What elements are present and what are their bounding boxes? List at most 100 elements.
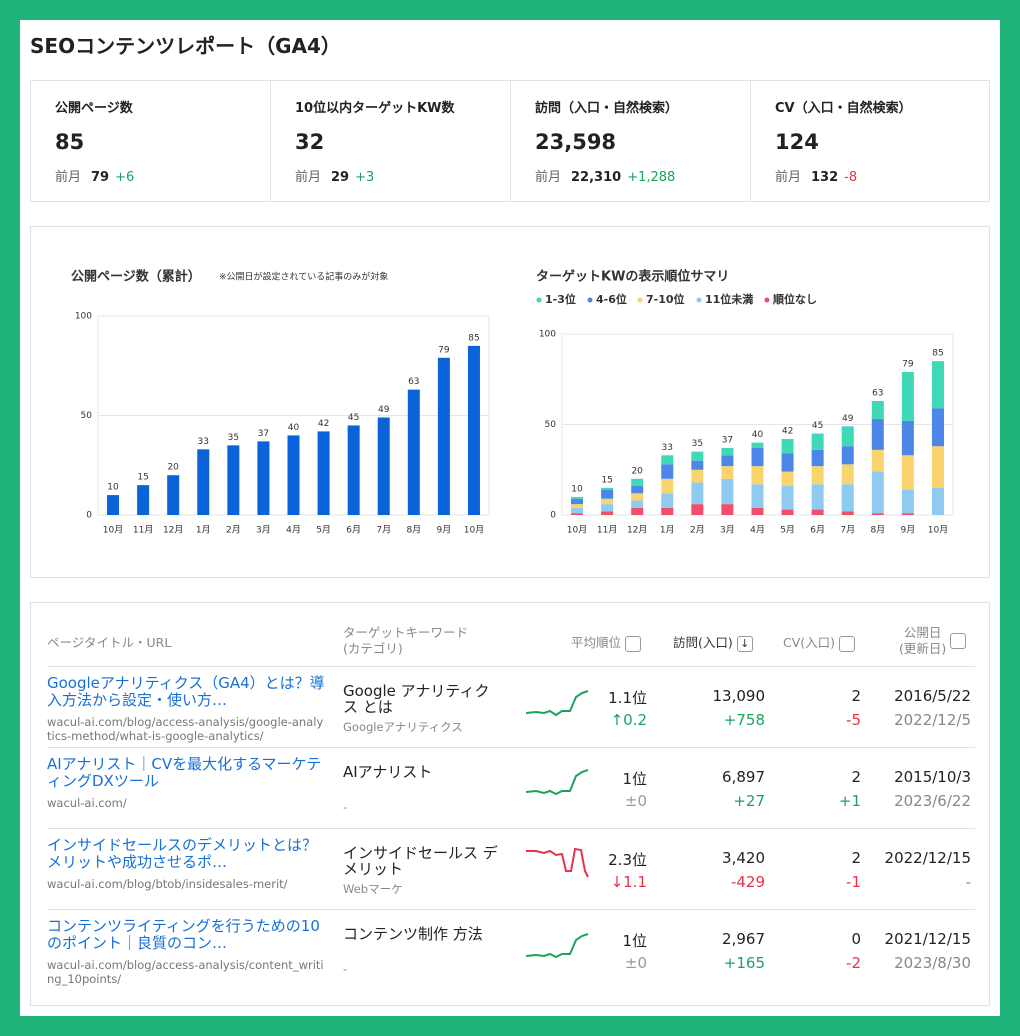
- kpi-prev-value: 22,310: [571, 170, 622, 185]
- bar: [107, 495, 120, 515]
- bar-segment: [781, 471, 794, 487]
- x-tick-label: 6月: [346, 525, 361, 536]
- page-title-link[interactable]: インサイドセールスのデメリットとは？メリットや成功させるポ…: [47, 836, 318, 871]
- keyword: コンテンツ制作 方法: [343, 925, 483, 943]
- cell-sub: -: [965, 873, 971, 891]
- data-label: 79: [438, 345, 450, 355]
- total-label: 35: [692, 439, 703, 449]
- bar-segment: [691, 451, 704, 461]
- bar-segment: [631, 486, 644, 494]
- category: Googleアナリティクス: [343, 720, 463, 734]
- y-tick-label: 0: [86, 511, 92, 521]
- data-label: 63: [408, 377, 419, 387]
- sparkline-path: [526, 769, 589, 796]
- header-rank-text: 平均順位: [571, 635, 622, 650]
- cell-sub: +1: [838, 792, 861, 810]
- bar-segment: [781, 509, 794, 515]
- bar-segment: [631, 507, 644, 515]
- kpi-diff: -8: [844, 170, 858, 185]
- bar-segment: [841, 464, 854, 485]
- bar: [347, 425, 360, 515]
- sort-checkbox[interactable]: [839, 635, 856, 652]
- cell-main: 2: [851, 768, 861, 786]
- cell-sub: 2023/8/30: [894, 954, 971, 972]
- x-tick-label: 5月: [780, 525, 795, 536]
- bar-segment: [901, 513, 914, 515]
- cell-sub: ↑0.2: [610, 711, 647, 729]
- data-label: 35: [228, 433, 239, 443]
- cell-main: 2021/12/15: [884, 930, 971, 948]
- bar-segment: [661, 493, 674, 508]
- bar-segment: [751, 507, 764, 515]
- legend-label: 4-6位: [596, 292, 627, 306]
- x-tick-label: 2月: [690, 525, 705, 536]
- cell-main: 1位: [622, 770, 647, 788]
- x-tick-label: 2月: [226, 525, 241, 536]
- bar-segment: [931, 361, 944, 409]
- x-tick-label: 3月: [256, 525, 271, 536]
- bar-segment: [631, 493, 644, 501]
- bar: [317, 431, 330, 515]
- x-tick-label: 8月: [406, 525, 421, 536]
- page-title-link[interactable]: Googleアナリティクス（GA4）とは？導入方法から設定・使い方…: [47, 674, 325, 709]
- bar-segment: [661, 478, 674, 494]
- header-visits-text: 訪問(入口): [673, 635, 733, 650]
- total-label: 42: [782, 426, 793, 436]
- bar: [437, 357, 450, 515]
- kpi-prev: 前月 79 +6: [55, 166, 246, 185]
- table-row: コンテンツライティングを行うための10のポイント｜良質のコン… wacul-ai.…: [47, 909, 975, 990]
- page-url: wacul-ai.com/blog/access-analysis/google…: [47, 715, 324, 743]
- header-cv: CV(入口): [783, 635, 856, 652]
- rank-sparkline: [526, 933, 589, 959]
- y-tick-label: 100: [539, 330, 556, 340]
- x-tick-label: 1月: [660, 525, 675, 536]
- kpi-prev: 前月 132 -8: [775, 166, 967, 185]
- bar-segment: [721, 504, 734, 515]
- bar-segment: [781, 453, 794, 472]
- x-tick-label: 11月: [133, 525, 153, 536]
- bar-segment: [841, 484, 854, 512]
- page-title-link[interactable]: AIアナリスト｜CVを最大化するマーケティングDXツール: [47, 755, 322, 790]
- cell-sub: -5: [846, 711, 861, 729]
- bar-segment: [631, 478, 644, 487]
- x-tick-label: 7月: [376, 525, 391, 536]
- keyword: AIアナリスト: [343, 763, 433, 781]
- y-tick-label: 50: [545, 420, 557, 430]
- kpi-prev-label: 前月: [55, 170, 82, 185]
- y-tick-label: 0: [550, 511, 556, 521]
- sparkline-path: [526, 690, 589, 717]
- bar: [137, 485, 150, 515]
- kpi-diff: +3: [355, 170, 375, 185]
- data-label: 85: [468, 333, 479, 343]
- bar-segment: [631, 500, 644, 508]
- page-url: wacul-ai.com/blog/btob/insidesales-merit…: [47, 877, 288, 891]
- total-label: 37: [722, 436, 733, 446]
- cell-main: 1位: [622, 932, 647, 950]
- bar-segment: [571, 498, 584, 505]
- bar-segment: [871, 471, 884, 514]
- x-tick-label: 12月: [627, 525, 647, 536]
- legend-label: 1-3位: [545, 292, 576, 306]
- cell-main: 6,897: [722, 768, 765, 786]
- cell-main: 2: [851, 849, 861, 867]
- x-tick-label: 12月: [163, 525, 183, 536]
- sort-checkbox[interactable]: [950, 633, 967, 649]
- bar-segment: [841, 426, 854, 447]
- x-tick-label: 4月: [750, 525, 765, 536]
- page-title-link[interactable]: コンテンツライティングを行うための10のポイント｜良質のコン…: [47, 917, 320, 952]
- data-label: 10: [107, 483, 119, 493]
- sort-checkbox[interactable]: [625, 635, 642, 652]
- cell-sub: 2023/6/22: [894, 792, 971, 810]
- header-rank: 平均順位: [571, 635, 642, 652]
- kpi-label: 訪問（入口・自然検索）: [535, 101, 679, 116]
- cell-main: 2,967: [722, 930, 765, 948]
- bar: [197, 449, 210, 515]
- y-tick-label: 100: [75, 312, 92, 322]
- x-tick-label: 10月: [928, 525, 948, 536]
- sort-desc-icon[interactable]: ↓: [736, 635, 753, 652]
- chart-title: ターゲットKWの表示順位サマリ: [536, 269, 729, 285]
- kpi-box: 公開ページ数 85 前月 79 +6 10位以内ターゲットKW数 32 前月 29 +3 訪問（入口…: [30, 80, 990, 202]
- kpi-prev-value: 132: [811, 170, 839, 185]
- kpi-label: 10位以内ターゲットKW数: [295, 101, 455, 116]
